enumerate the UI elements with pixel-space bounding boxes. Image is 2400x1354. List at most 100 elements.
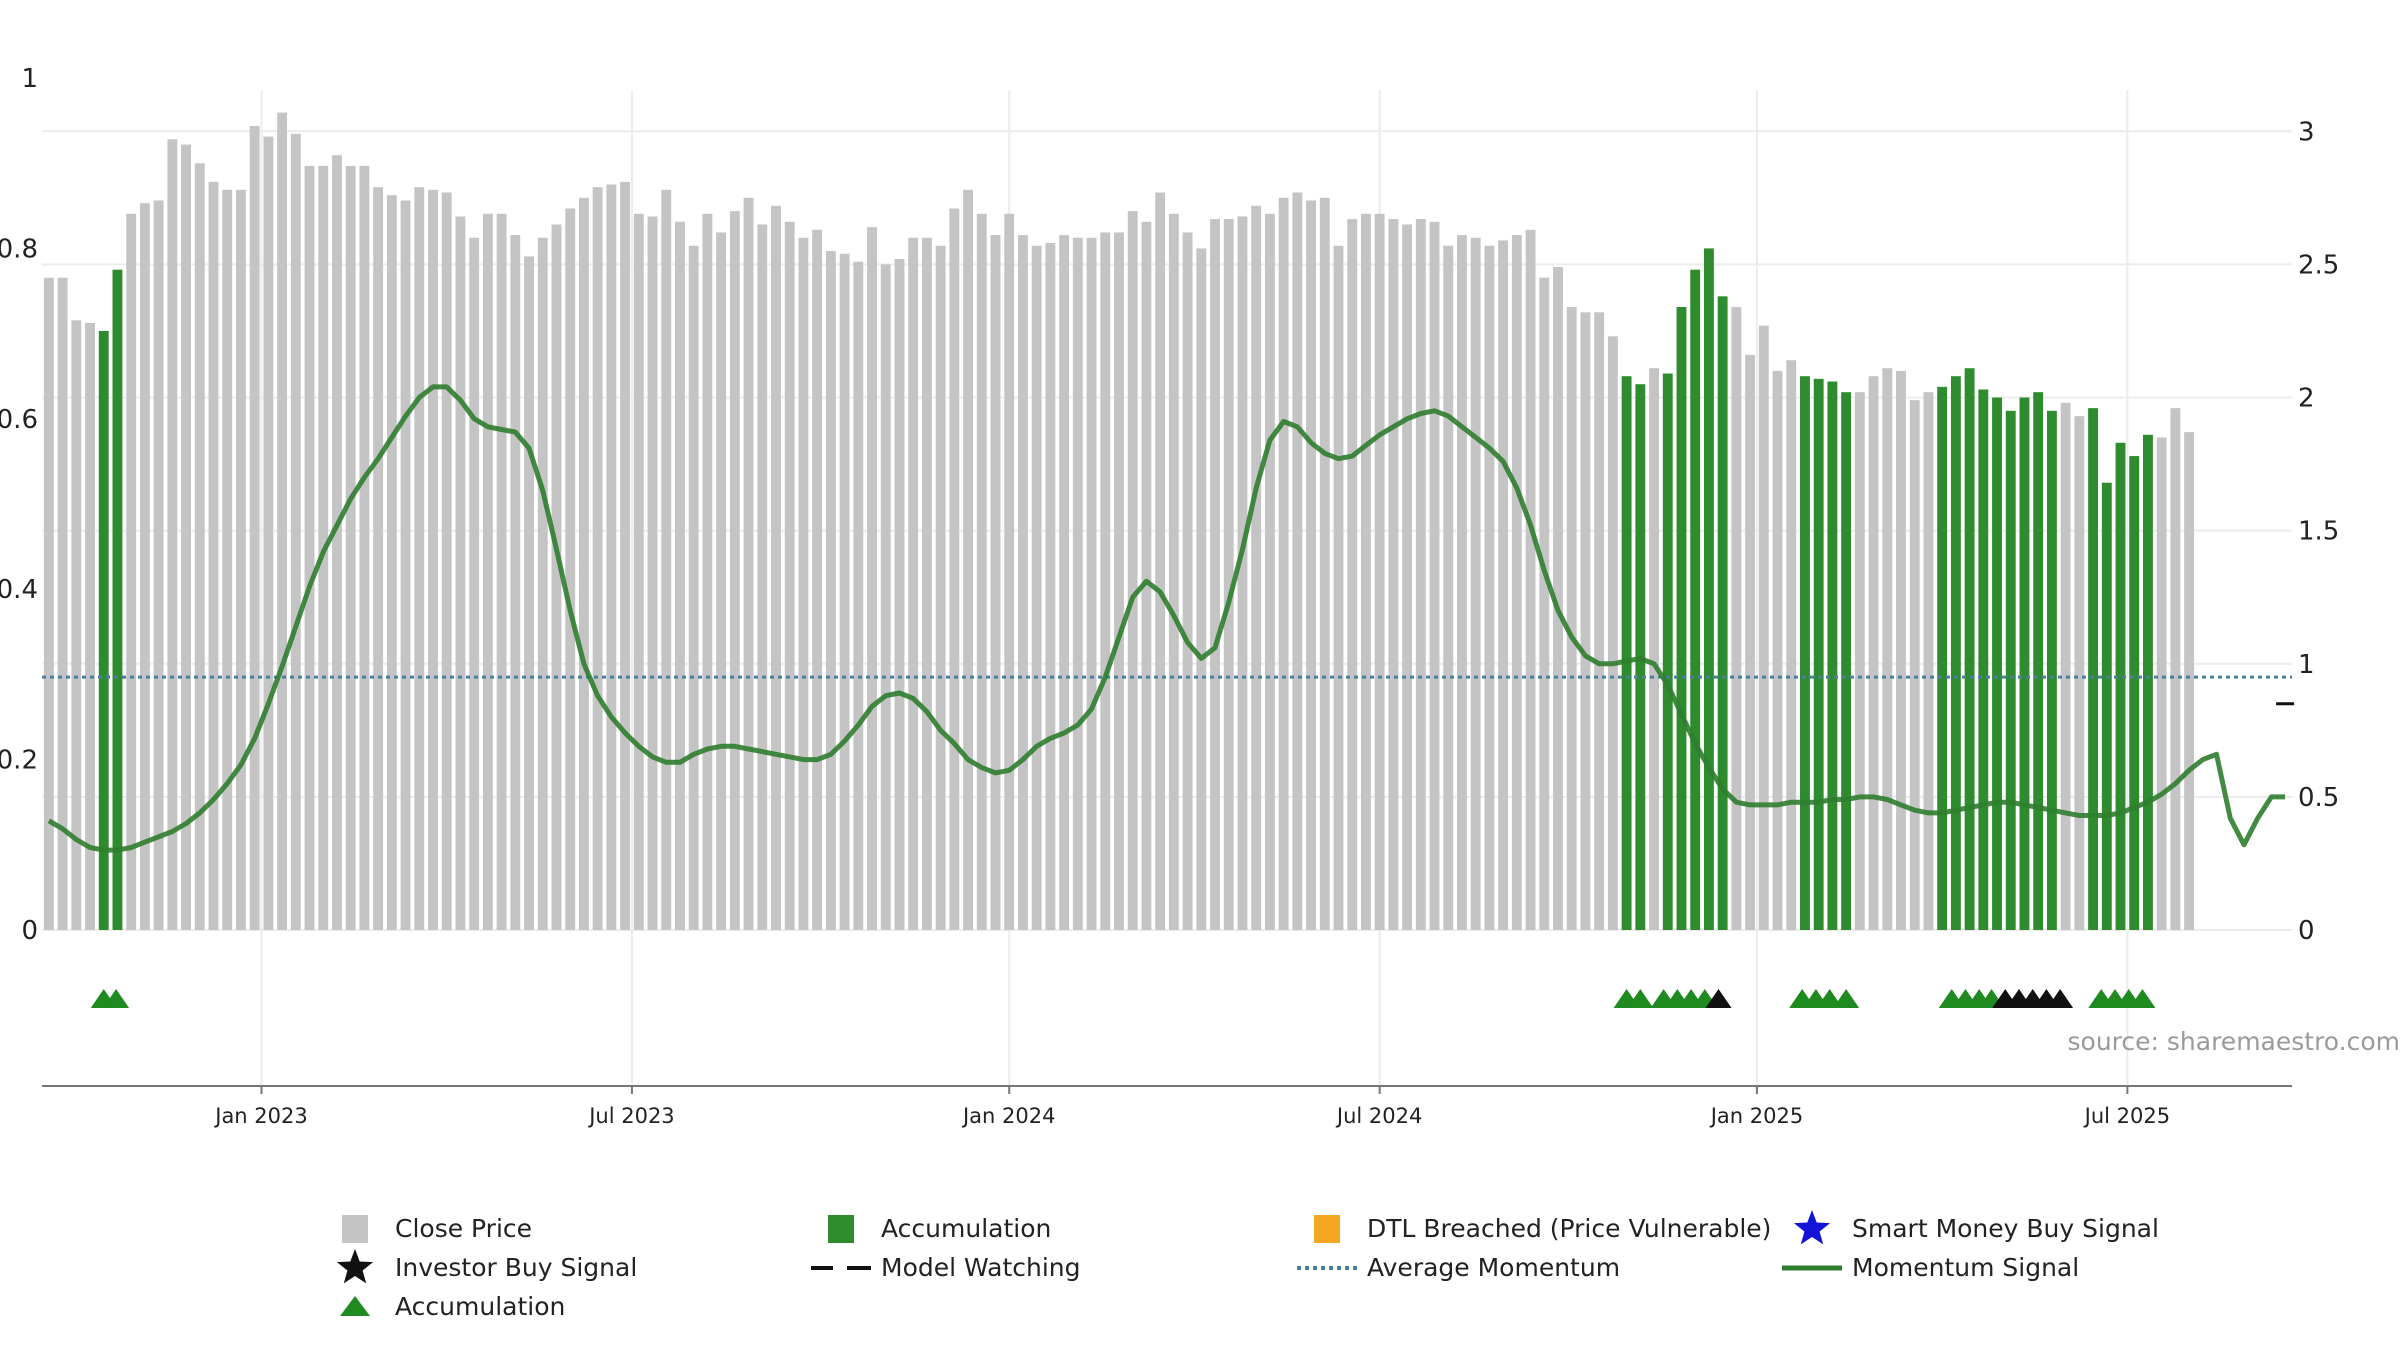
close-price-bar	[1910, 400, 1920, 930]
close-price-bar	[620, 182, 630, 930]
close-price-bar	[1526, 230, 1536, 930]
close-price-bar	[346, 166, 356, 930]
accumulation-bar	[2143, 435, 2153, 930]
close-price-bar	[812, 230, 822, 930]
close-price-bar	[1292, 192, 1302, 930]
close-price-bar	[1608, 336, 1618, 930]
accumulation-bar	[1677, 307, 1687, 930]
close-price-bar	[538, 238, 548, 930]
close-price-bar	[1196, 248, 1206, 930]
accumulation-bar	[2116, 443, 2126, 930]
close-price-bar	[1512, 235, 1522, 930]
close-price-bar	[1484, 246, 1494, 930]
close-price-bar	[798, 238, 808, 930]
accumulation-bar	[2047, 411, 2057, 930]
close-price-bar	[222, 190, 232, 930]
date-tick-label: Jan 2024	[961, 1104, 1056, 1128]
close-price-bar	[1882, 368, 1892, 930]
close-price-bar	[1416, 219, 1426, 930]
close-price-bar	[1581, 312, 1591, 930]
close-price-bar	[483, 214, 493, 930]
close-price-bar	[291, 134, 301, 930]
close-price-bar	[1539, 278, 1549, 930]
close-price-bar	[209, 182, 219, 930]
accumulation-bar	[1827, 382, 1837, 930]
close-price-bar	[853, 262, 863, 930]
accumulation-bar	[1690, 270, 1700, 930]
close-price-bar	[1279, 198, 1289, 930]
close-price-bar	[387, 195, 397, 930]
close-price-bar	[2184, 432, 2194, 930]
close-price-bar	[744, 198, 754, 930]
close-price-bar	[1141, 222, 1151, 930]
close-price-bar	[963, 190, 973, 930]
close-price-bar	[44, 278, 54, 930]
close-price-bar	[867, 227, 877, 930]
close-price-bar	[579, 198, 589, 930]
date-tick-label: Jan 2025	[1709, 1104, 1804, 1128]
close-price-bar	[1375, 214, 1385, 930]
date-tick-label: Jul 2024	[1335, 1104, 1422, 1128]
accumulation-bar	[1978, 390, 1988, 930]
left-axis-tick-label: 0.8	[0, 234, 38, 264]
close-price-bar	[428, 190, 438, 930]
close-price-bar	[702, 214, 712, 930]
signal-markers	[91, 989, 2156, 1008]
date-tick-label: Jul 2023	[587, 1104, 674, 1128]
accumulation-bar	[2088, 408, 2098, 930]
legend-label: Close Price	[395, 1214, 532, 1243]
close-price-bar	[648, 216, 658, 930]
right-axis-tick-label: 0.5	[2298, 783, 2339, 813]
close-price-bar	[1045, 243, 1055, 930]
accumulation-bar	[113, 270, 123, 930]
left-axis-tick-label: 0.6	[0, 405, 38, 435]
legend-label: DTL Breached (Price Vulnerable)	[1367, 1214, 1771, 1243]
close-price-bar	[771, 206, 781, 930]
momentum-signal-line	[49, 387, 2285, 850]
close-price-bar	[1114, 232, 1124, 930]
close-price-bar	[1334, 246, 1344, 930]
close-price-bar	[167, 139, 177, 930]
legend-accumulation-triangle-icon	[340, 1296, 370, 1316]
close-price-bar	[1251, 206, 1261, 930]
close-price-bar	[456, 216, 466, 930]
close-price-bar	[359, 166, 369, 930]
accumulation-bar	[1951, 376, 1961, 930]
close-price-bar	[977, 214, 987, 930]
accumulation-bar	[1814, 379, 1824, 930]
close-price-bar	[401, 200, 411, 930]
close-price-bar	[1018, 235, 1028, 930]
legend-label: Smart Money Buy Signal	[1852, 1214, 2159, 1243]
left-axis-tick-label: 0	[21, 916, 38, 946]
close-price-bar	[1745, 355, 1755, 930]
close-price-bar	[1224, 219, 1234, 930]
accumulation-bar	[2102, 483, 2112, 930]
price-bars	[44, 113, 2194, 930]
close-price-bar	[730, 211, 740, 930]
close-price-bar	[1265, 214, 1275, 930]
legend-label: Momentum Signal	[1852, 1253, 2079, 1282]
close-price-bar	[140, 203, 150, 930]
accumulation-triangle	[1833, 989, 1859, 1008]
accumulation-bar	[1965, 368, 1975, 930]
legend-smart-money-star-icon	[1794, 1210, 1830, 1244]
close-price-bar	[1059, 235, 1069, 930]
close-price-bar	[634, 214, 644, 930]
close-price-bar	[126, 214, 136, 930]
legend-label: Investor Buy Signal	[395, 1253, 637, 1282]
close-price-bar	[2074, 416, 2084, 930]
accumulation-bar	[1718, 296, 1728, 930]
close-price-bar	[936, 246, 946, 930]
close-price-bar	[1498, 240, 1508, 930]
close-price-bar	[1347, 219, 1357, 930]
close-price-bar	[1183, 232, 1193, 930]
right-axis-tick-label: 2.5	[2298, 250, 2339, 280]
close-price-bar	[1471, 238, 1481, 930]
close-price-bar	[1073, 238, 1083, 930]
close-price-bar	[881, 264, 891, 930]
close-price-bar	[606, 185, 616, 931]
close-price-bar	[332, 155, 342, 930]
close-price-bar	[785, 222, 795, 930]
